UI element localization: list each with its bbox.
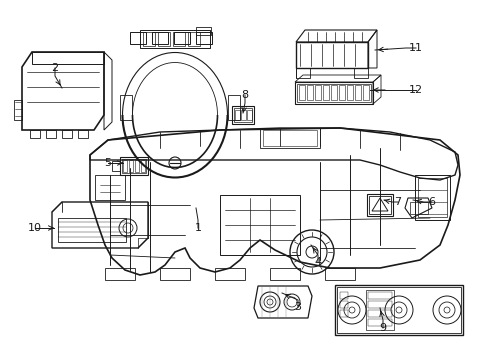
Bar xyxy=(367,310,391,317)
Bar xyxy=(62,130,72,138)
Text: 6: 6 xyxy=(427,197,435,207)
Bar xyxy=(142,32,155,46)
Bar xyxy=(365,290,393,330)
Bar xyxy=(46,130,56,138)
Bar xyxy=(306,85,312,100)
Bar xyxy=(130,32,146,44)
Text: 2: 2 xyxy=(51,63,59,73)
Bar xyxy=(338,85,345,100)
Bar xyxy=(330,85,336,100)
Bar xyxy=(235,110,240,120)
Bar xyxy=(339,292,347,299)
Bar xyxy=(298,85,305,100)
Bar xyxy=(112,161,120,171)
Bar xyxy=(314,85,320,100)
Bar xyxy=(120,157,148,175)
Bar xyxy=(246,110,251,120)
Bar xyxy=(120,95,132,120)
Bar xyxy=(58,218,126,242)
Bar xyxy=(129,160,133,172)
Text: 5: 5 xyxy=(104,158,111,168)
Bar xyxy=(123,160,127,172)
Text: 8: 8 xyxy=(241,90,248,100)
Bar xyxy=(263,130,316,146)
Bar xyxy=(140,30,209,48)
Bar xyxy=(346,85,352,100)
Text: 10: 10 xyxy=(28,223,42,233)
Bar xyxy=(417,178,446,217)
Text: 1: 1 xyxy=(194,223,201,233)
Bar xyxy=(339,310,347,317)
Bar xyxy=(152,32,168,44)
Bar xyxy=(296,84,370,102)
Bar xyxy=(196,32,212,44)
Bar xyxy=(367,292,391,299)
Bar xyxy=(323,85,328,100)
Bar xyxy=(368,196,390,214)
Bar xyxy=(231,106,253,124)
Bar xyxy=(30,130,40,138)
Bar xyxy=(354,85,360,100)
Text: 3: 3 xyxy=(294,302,301,312)
Bar xyxy=(294,82,372,104)
Bar xyxy=(158,32,170,46)
Text: 9: 9 xyxy=(379,323,386,333)
Bar xyxy=(78,130,88,138)
Bar xyxy=(227,95,240,120)
Bar xyxy=(215,268,244,280)
Text: 7: 7 xyxy=(394,197,401,207)
Bar xyxy=(336,287,460,333)
Bar xyxy=(367,301,391,308)
Text: 4: 4 xyxy=(314,257,321,267)
Text: 11: 11 xyxy=(408,43,422,53)
Bar xyxy=(14,100,22,120)
Text: 12: 12 xyxy=(408,85,422,95)
Bar xyxy=(409,202,427,214)
Bar xyxy=(260,128,319,148)
Bar xyxy=(105,268,135,280)
Bar xyxy=(196,27,210,35)
Bar xyxy=(122,159,146,173)
Bar xyxy=(339,301,347,308)
Bar xyxy=(325,268,354,280)
Bar xyxy=(362,85,368,100)
Bar xyxy=(269,268,299,280)
Bar xyxy=(187,32,200,46)
Bar xyxy=(141,160,145,172)
Bar xyxy=(234,108,251,122)
Bar xyxy=(135,160,139,172)
Bar xyxy=(334,285,462,335)
Bar xyxy=(174,32,190,44)
Bar xyxy=(241,110,245,120)
Bar xyxy=(160,268,190,280)
Bar xyxy=(366,194,392,216)
Bar xyxy=(367,319,391,326)
Bar xyxy=(173,32,184,46)
Bar xyxy=(414,175,449,220)
